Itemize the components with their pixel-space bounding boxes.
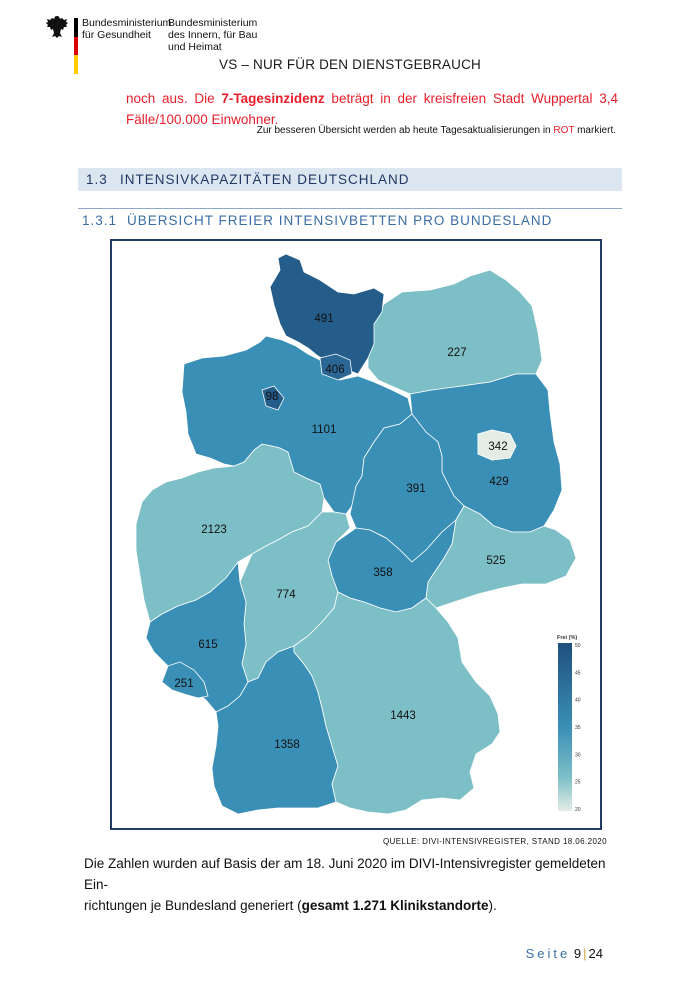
region-hh: [319, 353, 353, 381]
region-value-bb: 429: [489, 476, 508, 488]
region-sl: [161, 661, 209, 699]
map-source: QUELLE: DIVI-INTENSIVREGISTER, STAND 18.…: [382, 837, 607, 846]
page-total: 24: [588, 946, 603, 961]
legend-tick: 50: [575, 643, 581, 649]
legend-tick: 20: [575, 807, 581, 813]
subsection-number: 1.3.1: [82, 213, 118, 228]
section-title: INTENSIVKAPAZITÄTEN DEUTSCHLAND: [120, 172, 410, 187]
total-hospitals: gesamt 1.271 Klinikstandorte: [301, 898, 489, 913]
region-value-sn: 525: [486, 555, 505, 567]
legend-tick: 40: [575, 698, 581, 704]
red-highlight-word: ROT: [553, 125, 575, 136]
page-footer: Seite 9 | 24: [526, 946, 603, 961]
body-paragraph: Die Zahlen wurden auf Basis der am 18. J…: [84, 856, 606, 913]
legend-tick: 25: [575, 780, 581, 786]
legend-title: Frei (%): [557, 635, 577, 641]
page-separator: |: [583, 946, 587, 961]
page-label: Seite: [525, 946, 571, 961]
flag-black: [74, 18, 78, 37]
update-note: Zur besseren Übersicht werden ab heute T…: [256, 125, 616, 136]
incidence-term: 7-Tagesinzidenz: [221, 91, 325, 106]
region-value-th: 358: [373, 567, 392, 579]
region-value-ni: 1101: [312, 424, 337, 436]
legend-tick: 30: [575, 752, 581, 758]
region-value-hh: 406: [325, 364, 344, 376]
region-hb: [261, 385, 285, 411]
region-by: [293, 591, 501, 815]
region-value-he: 774: [276, 589, 296, 601]
flag-gold: [74, 55, 78, 74]
region-value-bw: 1358: [274, 739, 300, 751]
region-value-sl: 251: [174, 678, 193, 690]
region-value-st: 391: [406, 483, 425, 495]
flag-red: [74, 36, 78, 56]
region-value-mv: 227: [447, 347, 466, 359]
subsection-divider: [78, 208, 622, 209]
region-value-hb: 98: [266, 391, 279, 403]
ministry-interior-name: Bundesministerium des Innern, für Bau un…: [168, 17, 258, 53]
legend: Frei (%) 50 45 40 35 30 25 20: [557, 635, 581, 813]
region-mv: [367, 269, 543, 395]
legend-tick: 35: [575, 725, 581, 731]
ministry-health-name: Bundesministerium für Gesundheit: [82, 17, 172, 41]
region-value-nw: 2123: [201, 524, 227, 536]
legend-colorbar: [558, 643, 572, 811]
subsection-heading: 1.3.1 ÜBERSICHT FREIER INTENSIVBETTEN PRO…: [82, 213, 552, 228]
federal-eagle-icon: [46, 16, 68, 38]
section-heading: 1.3 INTENSIVKAPAZITÄTEN DEUTSCHLAND: [78, 168, 622, 191]
region-be: [477, 429, 517, 461]
region-sh: [269, 253, 385, 375]
subsection-title: ÜBERSICHT FREIER INTENSIVBETTEN PRO BUND…: [127, 213, 553, 228]
region-value-sh: 491: [314, 313, 333, 325]
region-value-be: 342: [488, 441, 507, 453]
region-value-by: 1443: [390, 710, 416, 722]
legend-tick: 45: [575, 670, 581, 676]
germany-icu-map: 491 406 227 98 1101 342 429 391 2123 525 358 774 615…: [110, 239, 602, 830]
section-number: 1.3: [86, 172, 108, 187]
page-number: 9: [573, 946, 582, 961]
intro-paragraph: noch aus. Die 7-Tagesinzidenz beträgt in…: [126, 91, 618, 127]
choropleth-map: 491 406 227 98 1101 342 429 391 2123 525 358 774 615…: [135, 253, 581, 815]
region-value-rp: 615: [198, 639, 217, 651]
german-flag-stripe: [74, 18, 78, 74]
classification-marking: VS – NUR FÜR DEN DIENSTGEBRAUCH: [219, 57, 481, 72]
